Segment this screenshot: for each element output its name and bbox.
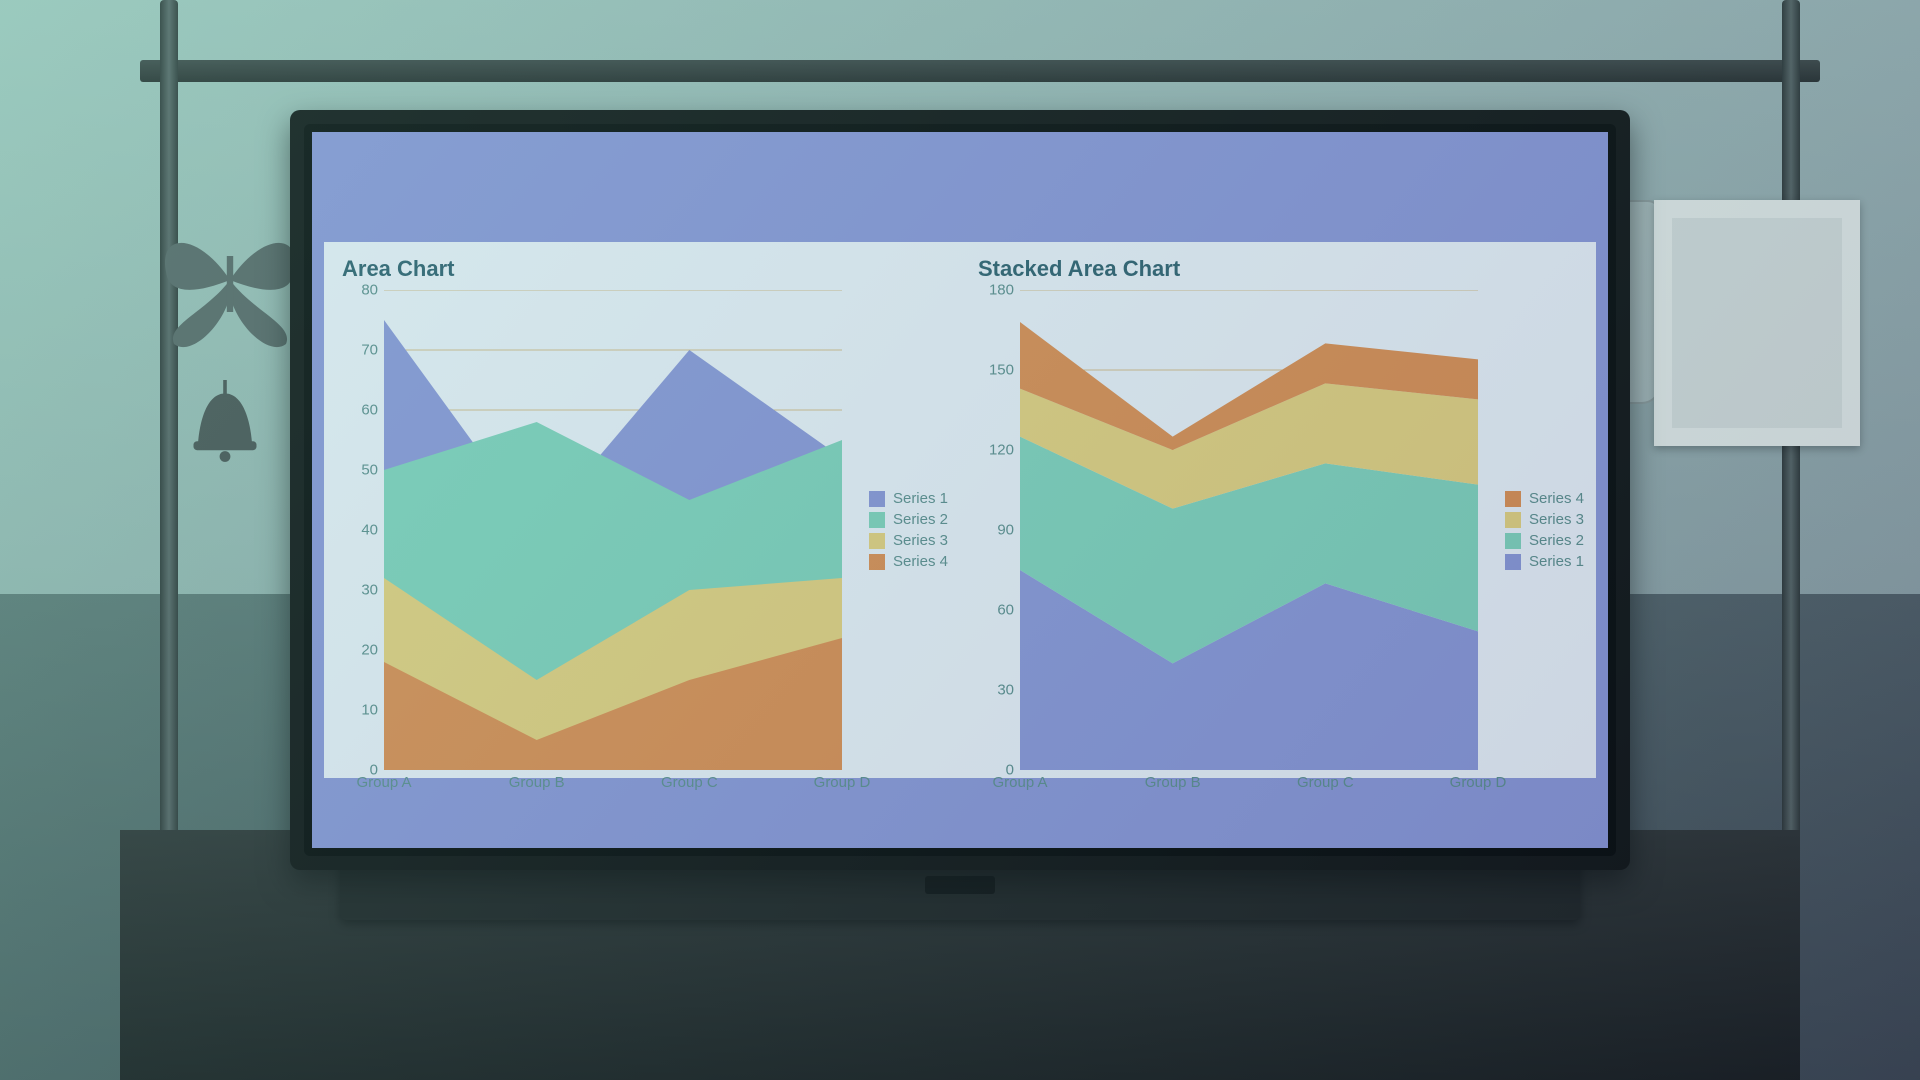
- room-scene: Area Chart 01020304050607080 Series 1Ser…: [0, 0, 1920, 1080]
- legend-label: Series 3: [1529, 511, 1584, 528]
- stacked-area-chart-legend: Series 4 Series 3 Series 2 Series 1: [1505, 486, 1584, 574]
- y-tick-label: 50: [338, 462, 378, 479]
- legend-item: Series 4: [869, 553, 948, 570]
- x-tick-label: Group C: [661, 774, 718, 791]
- legend-swatch-icon: [869, 491, 885, 507]
- area-chart-svg: [384, 290, 842, 770]
- legend-item: Series 4: [1505, 490, 1584, 507]
- stacked-area-chart-svg: [1020, 290, 1478, 770]
- butterfly-ornament-icon: [150, 200, 310, 360]
- x-tick-label: Group A: [992, 774, 1047, 791]
- legend-item: Series 3: [1505, 511, 1584, 528]
- stacked-area-chart-x-axis: Group AGroup BGroup CGroup D: [1020, 774, 1478, 796]
- area-chart-title: Area Chart: [342, 256, 952, 282]
- y-tick-label: 120: [974, 442, 1014, 459]
- photo-frame-decor: [1654, 200, 1860, 446]
- y-tick-label: 70: [338, 342, 378, 359]
- y-tick-label: 60: [974, 602, 1014, 619]
- legend-item: Series 1: [869, 490, 948, 507]
- tv-frame: Area Chart 01020304050607080 Series 1Ser…: [290, 110, 1630, 870]
- y-tick-label: 20: [338, 642, 378, 659]
- y-tick-label: 40: [338, 522, 378, 539]
- legend-swatch-icon: [1505, 512, 1521, 528]
- legend-item: Series 2: [869, 511, 948, 528]
- legend-swatch-icon: [1505, 533, 1521, 549]
- area-chart-plot-wrap: 01020304050607080 Series 1Series 2Series…: [338, 290, 952, 770]
- y-tick-label: 10: [338, 702, 378, 719]
- x-tick-label: Group D: [814, 774, 871, 791]
- legend-swatch-icon: [1505, 491, 1521, 507]
- stacked-area-chart-plot-wrap: 0306090120150180 Series 4Series 3Series …: [974, 290, 1588, 770]
- y-tick-label: 90: [974, 522, 1014, 539]
- y-tick-label: 180: [974, 282, 1014, 299]
- y-tick-label: 150: [974, 362, 1014, 379]
- legend-label: Series 3: [893, 532, 948, 549]
- legend-item: Series 2: [1505, 532, 1584, 549]
- area-chart-plot: [384, 290, 842, 770]
- area-chart-legend: Series 1 Series 2 Series 3 Series 4: [869, 486, 948, 574]
- x-tick-label: Group B: [1145, 774, 1201, 791]
- y-tick-label: 60: [338, 402, 378, 419]
- legend-label: Series 1: [893, 490, 948, 507]
- legend-label: Series 4: [1529, 490, 1584, 507]
- x-tick-label: Group C: [1297, 774, 1354, 791]
- legend-swatch-icon: [869, 533, 885, 549]
- stacked-area-chart-container: Stacked Area Chart 0306090120150180 Seri…: [960, 242, 1596, 778]
- x-tick-label: Group D: [1450, 774, 1507, 791]
- y-tick-label: 80: [338, 282, 378, 299]
- y-tick-label: 30: [338, 582, 378, 599]
- tv-screen: Area Chart 01020304050607080 Series 1Ser…: [312, 132, 1608, 848]
- legend-label: Series 1: [1529, 553, 1584, 570]
- legend-item: Series 1: [1505, 553, 1584, 570]
- legend-label: Series 2: [1529, 532, 1584, 549]
- x-tick-label: Group B: [509, 774, 565, 791]
- legend-swatch-icon: [869, 554, 885, 570]
- y-tick-label: 30: [974, 682, 1014, 699]
- x-tick-label: Group A: [356, 774, 411, 791]
- legend-label: Series 4: [893, 553, 948, 570]
- legend-item: Series 3: [869, 532, 948, 549]
- area-chart-x-axis: Group AGroup BGroup CGroup D: [384, 774, 842, 796]
- area-chart-y-axis: 01020304050607080: [338, 290, 384, 770]
- pipe-left: [160, 0, 178, 860]
- area-chart-container: Area Chart 01020304050607080 Series 1Ser…: [324, 242, 960, 778]
- pipe-shelf-top: [140, 60, 1820, 82]
- legend-swatch-icon: [1505, 554, 1521, 570]
- legend-swatch-icon: [869, 512, 885, 528]
- bell-ornament-icon: [180, 380, 270, 470]
- stacked-area-chart-y-axis: 0306090120150180: [974, 290, 1020, 770]
- charts-panel: Area Chart 01020304050607080 Series 1Ser…: [324, 242, 1596, 778]
- stacked-area-chart-title: Stacked Area Chart: [978, 256, 1588, 282]
- stacked-area-chart-plot: [1020, 290, 1478, 770]
- legend-label: Series 2: [893, 511, 948, 528]
